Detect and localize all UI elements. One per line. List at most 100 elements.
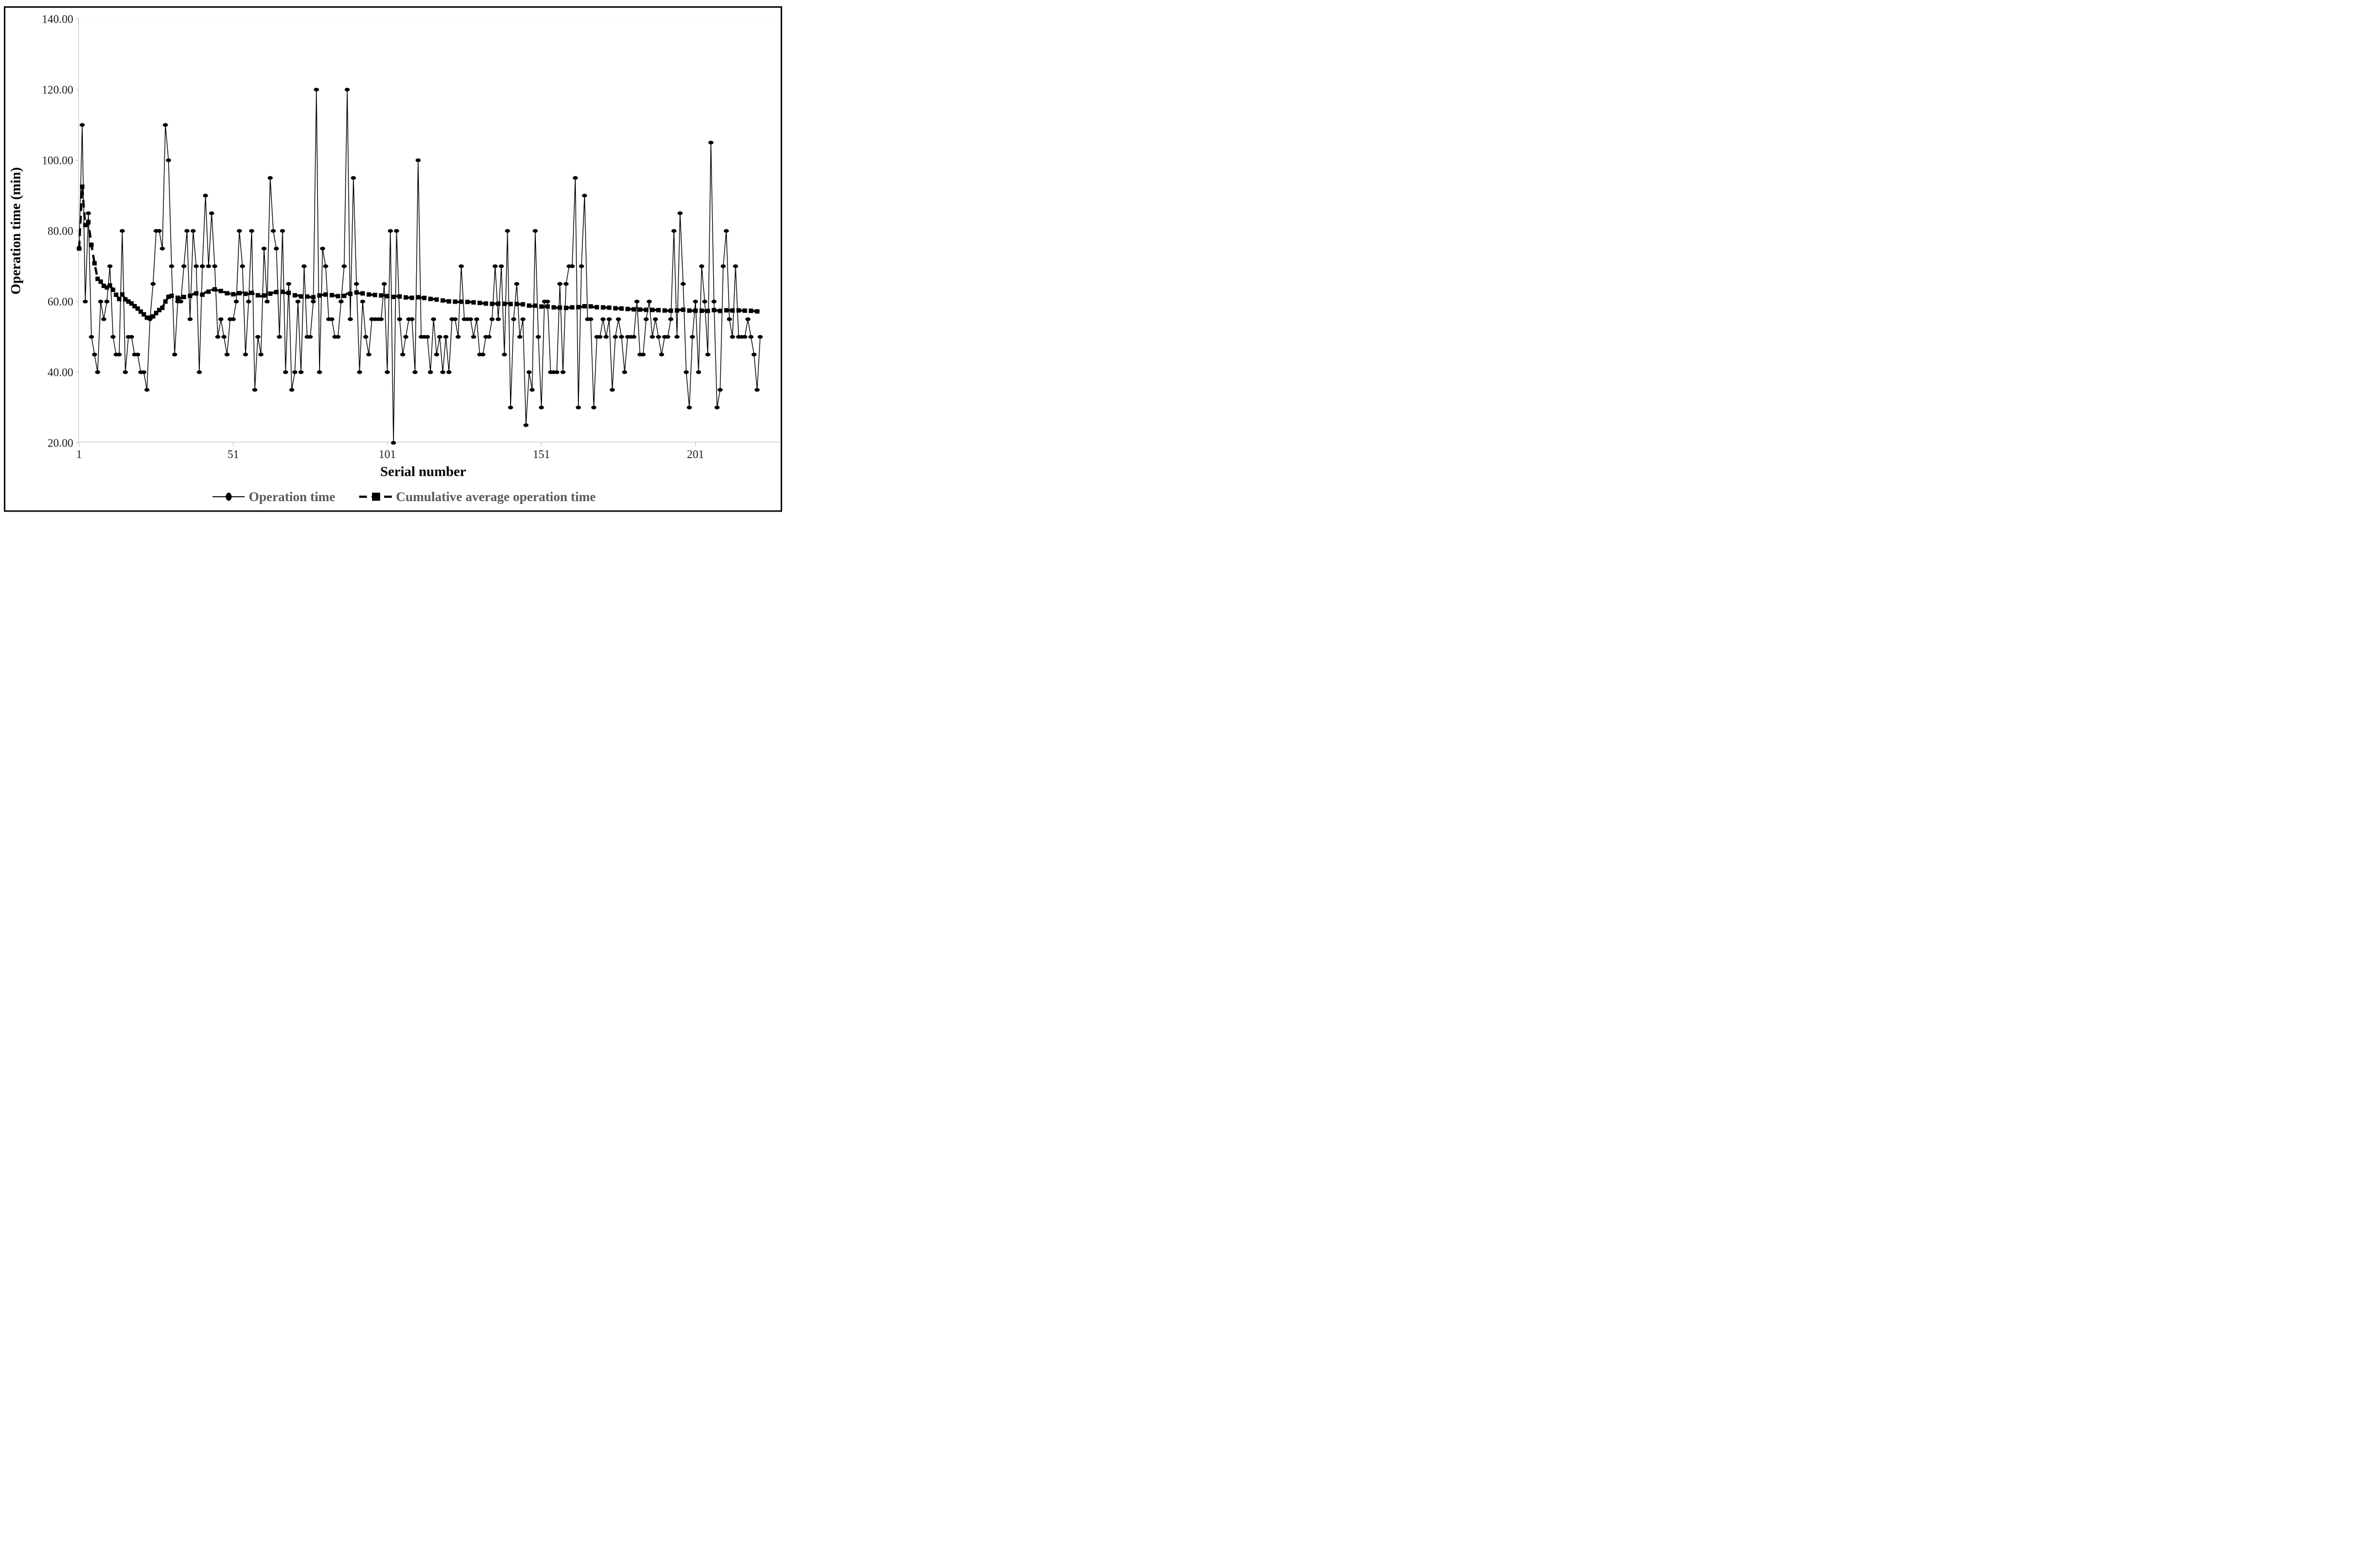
- circle-marker: [572, 176, 578, 180]
- circle-marker: [82, 300, 88, 304]
- circle-marker: [489, 317, 495, 321]
- circle-marker: [520, 317, 525, 321]
- circle-marker: [671, 229, 677, 233]
- circle-marker: [86, 211, 91, 215]
- square-marker: [471, 300, 476, 305]
- square-marker: [79, 184, 84, 189]
- circle-marker: [588, 317, 593, 321]
- square-marker: [123, 297, 128, 302]
- square-marker: [527, 303, 532, 308]
- y-tick-label: 60.00: [47, 296, 73, 308]
- square-marker: [675, 308, 679, 313]
- circle-marker: [615, 317, 622, 321]
- circle-marker: [107, 264, 113, 268]
- y-tick-label: 140.00: [42, 13, 73, 25]
- square-marker: [110, 288, 115, 292]
- circle-marker: [674, 335, 680, 339]
- square-marker: [533, 303, 538, 308]
- circle-marker: [181, 264, 187, 268]
- square-marker: [102, 283, 106, 288]
- figure: 140.00 120.00 100.00 80.00 60.00 40.00 20.00 1…: [0, 0, 788, 523]
- circle-marker: [517, 335, 523, 339]
- square-marker: [104, 285, 109, 290]
- square-marker: [120, 292, 125, 297]
- square-marker: [459, 299, 464, 304]
- legend-label-cumulative-average: Cumulative average operation time: [396, 490, 596, 504]
- circle-marker: [261, 247, 267, 251]
- square-marker: [360, 291, 365, 296]
- y-tick-label: 40.00: [47, 366, 73, 379]
- circle-marker: [98, 300, 104, 304]
- circle-marker: [119, 229, 125, 233]
- square-marker: [317, 293, 322, 298]
- square-marker: [484, 301, 488, 306]
- circle-marker: [224, 353, 230, 357]
- square-marker: [422, 295, 427, 300]
- circle-marker: [314, 88, 319, 92]
- circle-marker: [400, 353, 406, 357]
- square-marker: [299, 294, 304, 299]
- circle-marker: [135, 353, 141, 357]
- circle-marker: [640, 353, 646, 357]
- square-marker: [699, 309, 704, 313]
- circle-marker: [363, 335, 369, 339]
- circle-marker: [190, 229, 196, 233]
- circle-marker: [163, 123, 168, 127]
- line-chart: 140.00 120.00 100.00 80.00 60.00 40.00 20.00 1…: [4, 6, 782, 512]
- circle-marker: [681, 282, 686, 286]
- square-marker: [114, 293, 119, 297]
- square-marker: [95, 277, 100, 281]
- circle-marker: [178, 300, 184, 304]
- circle-marker: [711, 300, 717, 304]
- circle-marker-icon: [226, 492, 232, 501]
- circle-marker: [344, 88, 350, 92]
- circle-marker: [652, 317, 659, 321]
- square-marker: [508, 301, 513, 306]
- circle-marker: [286, 282, 291, 286]
- circle-marker: [169, 264, 174, 268]
- square-marker: [638, 307, 642, 312]
- circle-marker: [745, 317, 751, 321]
- square-marker: [755, 309, 760, 314]
- circle-marker: [76, 247, 82, 251]
- square-marker: [135, 306, 140, 311]
- circle-marker: [200, 264, 205, 268]
- circle-marker: [104, 300, 110, 304]
- circle-marker: [150, 282, 156, 286]
- circle-marker: [292, 370, 298, 374]
- circle-marker: [391, 441, 396, 445]
- square-marker: [594, 305, 599, 310]
- circle-marker: [193, 264, 199, 268]
- circle-marker: [215, 335, 221, 339]
- legend-label-operation-time: Operation time: [249, 490, 336, 504]
- square-marker: [687, 308, 692, 313]
- square-marker-icon: [372, 492, 380, 501]
- circle-marker: [486, 335, 492, 339]
- square-marker: [607, 305, 612, 310]
- circle-marker: [502, 353, 507, 357]
- circle-marker: [646, 300, 652, 304]
- circle-marker: [732, 264, 739, 268]
- circle-marker: [110, 335, 116, 339]
- y-tick-label: 20.00: [47, 437, 73, 449]
- square-marker: [108, 283, 113, 288]
- circle-marker: [705, 353, 710, 357]
- circle-marker: [622, 370, 628, 374]
- circle-marker: [459, 264, 464, 268]
- circle-marker: [668, 317, 673, 321]
- circle-marker: [659, 353, 665, 357]
- circle-marker: [619, 335, 624, 339]
- circle-marker: [123, 370, 128, 374]
- square-marker: [601, 305, 606, 310]
- circle-marker: [166, 158, 171, 162]
- square-marker: [89, 242, 94, 247]
- circle-marker: [523, 423, 529, 427]
- circle-marker: [440, 370, 445, 374]
- square-marker: [521, 302, 525, 307]
- square-marker: [662, 308, 667, 313]
- circle-marker: [591, 406, 597, 410]
- circle-marker: [230, 317, 236, 321]
- square-marker: [160, 305, 165, 310]
- x-tick-label: 1: [76, 449, 82, 461]
- circle-marker: [89, 335, 94, 339]
